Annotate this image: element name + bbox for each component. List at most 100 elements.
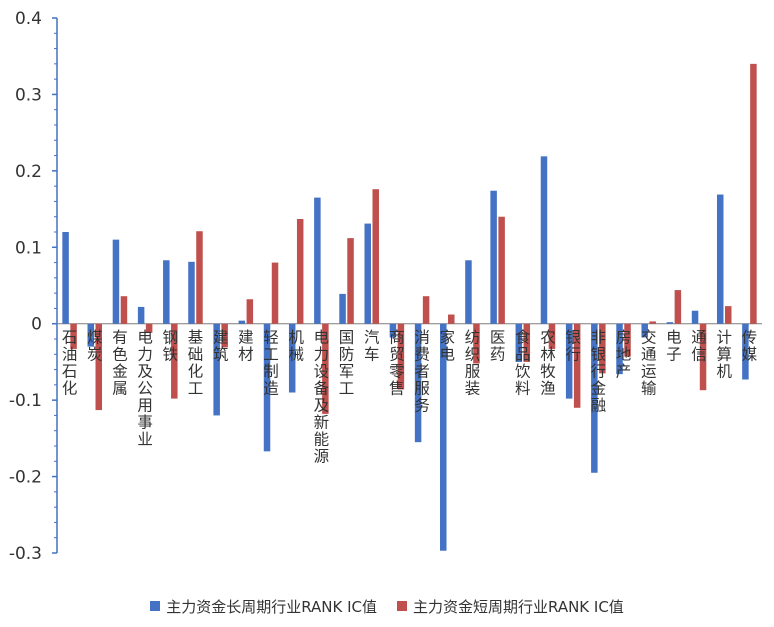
bar-long-period (263, 323, 271, 452)
bar-long-period (288, 323, 296, 393)
bar-long-period (742, 323, 749, 380)
category-label: 轻工制造 (263, 329, 279, 398)
bar-long-period (616, 323, 623, 375)
category-label: 电力设备及新能源 (314, 329, 330, 466)
category-label: 建材 (238, 329, 254, 364)
bar-long-period (112, 239, 120, 324)
bar-short-period (573, 323, 581, 408)
bar-short-period (724, 306, 732, 324)
category-label: 汽车 (364, 329, 380, 364)
bar-long-period (62, 232, 69, 324)
bar-short-period (221, 323, 228, 348)
bar-short-period (70, 323, 77, 349)
bar-short-period (397, 323, 405, 390)
category-label: 传媒 (742, 329, 758, 364)
bar-long-period (716, 194, 724, 324)
category-label: 机械 (288, 329, 304, 364)
legend: 主力资金长周期行业RANK IC值 主力资金短周期行业RANK IC值 (0, 594, 774, 618)
category-label: 建筑 (213, 329, 229, 364)
bar-long-period (565, 323, 573, 399)
category-label: 医药 (490, 329, 506, 364)
bar-short-period (624, 323, 631, 357)
bar-long-period (87, 323, 95, 347)
y-tick-label: 0.3 (15, 85, 42, 105)
bar-short-period (523, 323, 531, 362)
bar-short-period (448, 314, 455, 324)
bar-long-period (414, 323, 422, 443)
bar-short-period (649, 321, 656, 324)
bar-short-period (120, 296, 128, 324)
bar-short-period (599, 323, 606, 374)
bar-long-period (163, 260, 170, 324)
legend-swatch-long (150, 601, 161, 611)
category-label: 通信 (691, 329, 707, 364)
bar-long-period (188, 261, 195, 324)
category-label: 家电 (440, 329, 456, 364)
category-label: 国防军工 (339, 329, 355, 398)
bar-long-period (515, 323, 523, 362)
bar-long-period (389, 323, 397, 338)
y-tick-label: 0.1 (15, 238, 42, 258)
bar-short-period (347, 238, 354, 324)
category-label: 非银行金融 (591, 329, 607, 415)
bar-long-period (641, 323, 648, 338)
bar-long-period (465, 260, 472, 324)
category-label: 计算机 (716, 329, 732, 381)
category-label: 食品饮料 (515, 329, 531, 398)
category-label: 电力及公用事业 (137, 329, 153, 449)
bar-short-period (422, 296, 430, 324)
bar-short-period (171, 323, 178, 399)
category-label: 纺织服装 (465, 329, 481, 398)
bar-short-period (322, 323, 329, 414)
y-tick-label: 0 (31, 315, 42, 335)
bar-short-period (548, 323, 556, 349)
legend-swatch-short (397, 601, 407, 611)
category-label: 有色金属 (112, 329, 128, 398)
bar-long-period (666, 322, 674, 324)
bar-short-period (674, 290, 682, 324)
y-tick-label: 0.4 (15, 9, 42, 29)
bar-long-period (213, 323, 220, 416)
category-label: 商贸零售 (389, 329, 405, 398)
bar-chart: 0.4 0.3 0.2 0.1 0 -0.1 -0.2 -0.3 石油石化煤炭有色金属电力及公用… (9, 9, 762, 564)
bar-long-period (490, 190, 497, 324)
y-tick-label: -0.3 (9, 544, 42, 564)
bar-short-period (498, 216, 505, 324)
y-tick-label: -0.1 (9, 391, 42, 411)
bar-short-period (372, 189, 379, 324)
bar-long-period (314, 197, 321, 324)
category-label: 银行 (565, 329, 581, 364)
bar-long-period (137, 306, 145, 324)
bar-long-period (364, 223, 371, 324)
category-label: 消费者服务 (414, 329, 430, 415)
bar-short-period (699, 323, 707, 391)
bar-short-period (296, 219, 304, 324)
bar-short-period (145, 323, 153, 333)
legend-label-long: 主力资金长周期行业RANK IC值 (166, 597, 377, 616)
category-label: 钢铁 (163, 329, 179, 364)
bar-short-period (95, 323, 103, 411)
legend-item-long: 主力资金长周期行业RANK IC值 (150, 596, 377, 617)
category-label: 农林牧渔 (540, 329, 556, 398)
category-label: 电子 (666, 329, 682, 364)
bar-short-period (246, 299, 254, 324)
category-label: 房地产 (616, 329, 632, 381)
legend-item-short: 主力资金短周期行业RANK IC值 (397, 596, 624, 617)
category-label: 煤炭 (87, 329, 103, 364)
y-tick-label: 0.2 (15, 162, 42, 182)
bar-long-period (339, 293, 346, 324)
bar-long-period (440, 323, 447, 551)
bar-short-period (271, 262, 279, 324)
bar-long-period (691, 310, 699, 324)
category-label: 交通运输 (641, 329, 657, 398)
category-label: 石油石化 (62, 329, 78, 398)
bar-short-period (196, 231, 203, 324)
category-label: 基础化工 (188, 329, 204, 398)
bar-short-period (750, 63, 757, 324)
bar-long-period (591, 323, 598, 473)
bar-short-period (473, 323, 480, 364)
bar-long-period (238, 320, 246, 324)
legend-label-short: 主力资金短周期行业RANK IC值 (413, 597, 624, 616)
y-tick-label: -0.2 (9, 468, 42, 488)
